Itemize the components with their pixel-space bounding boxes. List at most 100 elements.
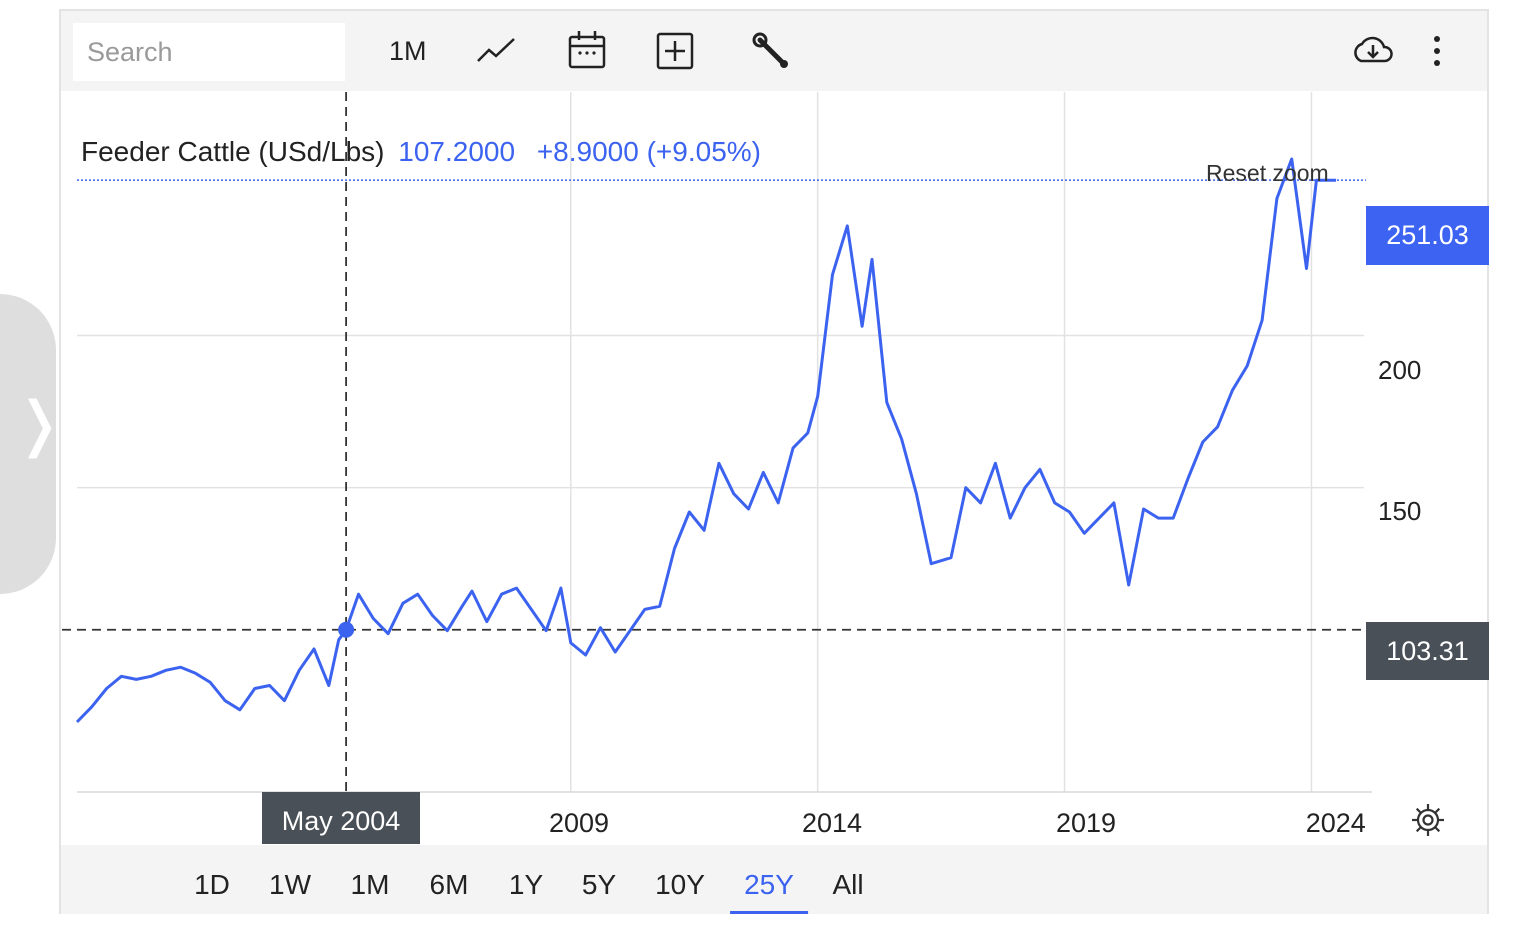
chart-toolbar: 1M — [61, 11, 1487, 91]
crosshair-guides — [62, 92, 1366, 792]
chevron-right-icon: ❭ — [14, 389, 65, 459]
data-point — [1230, 388, 1234, 392]
x-tick-label: 2014 — [801, 808, 863, 838]
wrench-icon[interactable] — [751, 29, 791, 73]
data-point — [672, 547, 676, 551]
data-point — [386, 632, 390, 636]
range-1y[interactable]: 1Y — [508, 869, 544, 900]
data-point — [164, 668, 168, 672]
data-point — [816, 394, 820, 398]
data-point — [416, 592, 420, 596]
interval-selector[interactable]: 1M — [389, 29, 427, 73]
data-point — [514, 586, 518, 590]
data-point — [964, 486, 968, 490]
data-point — [584, 653, 588, 657]
data-point — [223, 699, 227, 703]
data-point — [1216, 425, 1220, 429]
last-price-tag: 251.03 — [1366, 206, 1489, 265]
series-layer — [75, 157, 1338, 724]
data-point — [776, 501, 780, 505]
calendar-icon[interactable] — [567, 29, 607, 73]
feeder-cattle-series-line — [75, 157, 1337, 724]
range-10y[interactable]: 10Y — [655, 869, 705, 900]
data-point — [500, 592, 504, 596]
data-point — [327, 683, 331, 687]
data-point — [702, 528, 706, 532]
range-1m[interactable]: 1M — [350, 869, 390, 900]
range-25y[interactable]: 25Y — [730, 845, 808, 914]
interval-label: 1M — [389, 36, 427, 66]
data-point — [747, 507, 751, 511]
reset-zoom-button[interactable]: Reset zoom — [1206, 160, 1329, 186]
data-point — [559, 586, 563, 590]
data-point — [1067, 510, 1071, 514]
data-point — [643, 607, 647, 611]
data-point — [1038, 467, 1042, 471]
data-point — [1156, 516, 1160, 520]
data-point — [1112, 501, 1116, 505]
download-icon[interactable] — [1349, 29, 1397, 73]
data-point — [806, 431, 810, 435]
data-point — [179, 665, 183, 669]
data-point — [1053, 501, 1057, 505]
data-point — [1201, 440, 1205, 444]
data-point — [460, 604, 464, 608]
data-point — [1334, 178, 1338, 182]
data-point — [337, 638, 341, 642]
data-point — [1260, 318, 1264, 322]
data-point — [297, 668, 301, 672]
data-point — [1304, 267, 1308, 271]
range-all[interactable]: All — [832, 869, 864, 900]
x-tick-label: 2009 — [548, 808, 610, 838]
data-point — [613, 650, 617, 654]
data-point — [119, 674, 123, 678]
data-point — [401, 601, 405, 605]
chart-widget — [59, 9, 1489, 914]
x-tick-label: 2019 — [1055, 808, 1117, 838]
instrument-value: 107.2000 — [398, 136, 516, 167]
range-6m[interactable]: 6M — [429, 869, 469, 900]
data-point — [900, 437, 904, 441]
gear-icon[interactable] — [1408, 800, 1448, 840]
data-point — [485, 620, 489, 624]
side-panel-toggle[interactable]: ❭ — [0, 294, 64, 594]
x-tick-label: 2024 — [1305, 808, 1366, 838]
data-point — [1023, 486, 1027, 490]
range-1w[interactable]: 1W — [269, 869, 311, 900]
data-point — [356, 592, 360, 596]
data-point — [914, 492, 918, 496]
data-point — [658, 604, 662, 608]
data-point — [885, 400, 889, 404]
data-point — [470, 589, 474, 593]
add-indicator-icon[interactable] — [655, 29, 695, 73]
more-icon[interactable] — [1427, 29, 1447, 73]
y-tick-label: 200 — [1378, 355, 1422, 385]
data-point — [312, 647, 316, 651]
data-point — [1127, 583, 1131, 587]
data-point — [445, 629, 449, 633]
range-5y[interactable]: 5Y — [581, 869, 617, 900]
data-point — [761, 470, 765, 474]
data-point — [90, 705, 94, 709]
data-point — [860, 324, 864, 328]
data-point — [993, 461, 997, 465]
line-chart-icon[interactable] — [476, 29, 518, 73]
search-input[interactable] — [73, 23, 345, 81]
data-point — [1097, 516, 1101, 520]
data-point — [1142, 507, 1146, 511]
data-point — [371, 617, 375, 621]
data-point — [238, 708, 242, 712]
data-point — [791, 446, 795, 450]
data-point — [845, 224, 849, 228]
data-point — [282, 699, 286, 703]
data-point — [1171, 516, 1175, 520]
data-point — [870, 257, 874, 261]
range-selector: 1D 1W 1M 6M 1Y 5Y 10Y 25Y All — [61, 845, 1487, 914]
data-point — [1186, 477, 1190, 481]
y-tick-label: 150 — [1378, 496, 1422, 526]
data-point — [929, 562, 933, 566]
range-1d[interactable]: 1D — [194, 869, 230, 900]
data-point — [687, 510, 691, 514]
data-point — [253, 687, 257, 691]
data-point — [544, 629, 548, 633]
